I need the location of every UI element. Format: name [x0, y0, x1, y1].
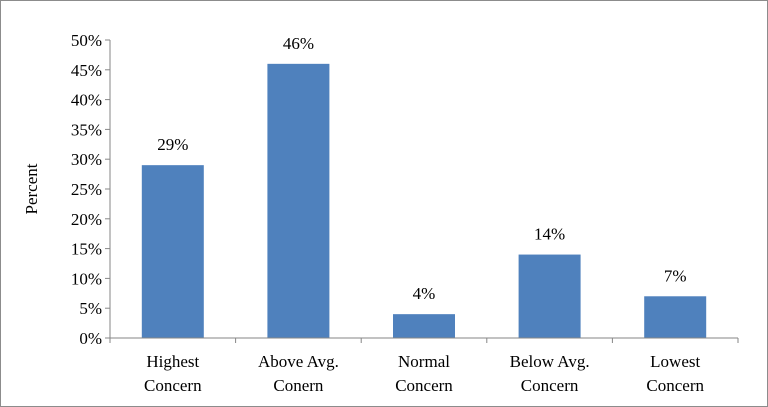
- data-label: 46%: [283, 34, 314, 53]
- y-tick-label: 35%: [71, 120, 102, 139]
- y-axis-label: Percent: [22, 163, 41, 214]
- data-label: 29%: [157, 135, 188, 154]
- bar: [141, 165, 204, 338]
- bar: [267, 63, 330, 339]
- bar: [393, 314, 455, 338]
- bar: [644, 296, 707, 338]
- y-tick-label: 30%: [71, 150, 102, 169]
- x-category-label: Highest Concern: [144, 352, 202, 395]
- data-label: 14%: [534, 225, 565, 244]
- y-tick-label: 0%: [79, 329, 102, 348]
- x-category-label: Below Avg. Concern: [510, 352, 590, 395]
- data-label: 7%: [664, 266, 687, 285]
- x-category-label: Normal Concern: [395, 352, 453, 395]
- bar: [518, 254, 581, 338]
- y-tick-label: 15%: [71, 240, 102, 259]
- y-tick-label: 45%: [71, 61, 102, 80]
- plot-area: [110, 40, 738, 338]
- y-tick-label: 10%: [71, 269, 102, 288]
- y-tick-label: 50%: [71, 31, 102, 50]
- y-tick-label: 40%: [71, 91, 102, 110]
- x-category-label: Above Avg. Conern: [258, 352, 339, 395]
- y-tick-label: 20%: [71, 210, 102, 229]
- data-label: 4%: [413, 284, 436, 303]
- y-tick-label: 5%: [79, 299, 102, 318]
- y-tick-label: 25%: [71, 180, 102, 199]
- x-category-label: Lowest Concern: [646, 352, 704, 395]
